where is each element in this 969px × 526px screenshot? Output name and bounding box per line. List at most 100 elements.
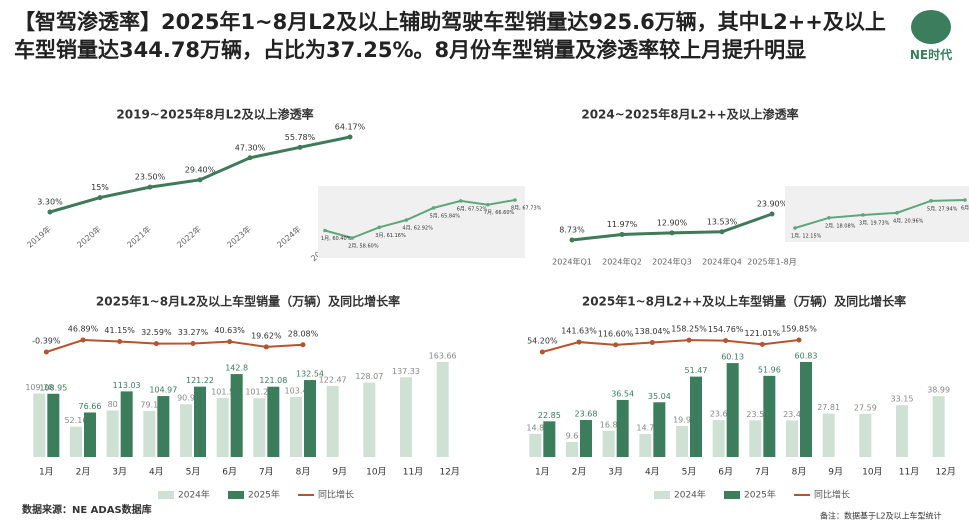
value-label: 7月, 66.60% — [484, 210, 515, 216]
growth-point — [80, 337, 86, 343]
growth-point — [43, 349, 49, 355]
x-tick-label: 10月 — [366, 467, 386, 478]
chart-title: 2025年1~8月L2及以上车型销量（万辆）及同比增长率 — [96, 294, 400, 309]
bar — [639, 434, 652, 457]
x-tick-label: 2024年Q1 — [552, 257, 592, 267]
bar-label: 23.4 — [783, 410, 801, 419]
value-label: 5月, 65.84% — [430, 213, 461, 219]
bar-label: 27.59 — [854, 403, 877, 412]
line — [49, 135, 351, 214]
x-tick-label: 2月 — [572, 467, 587, 478]
logo-text: NE时代 — [909, 48, 953, 62]
legend-swatch — [228, 491, 244, 499]
bar-label: 23.68 — [575, 410, 598, 419]
point — [669, 230, 675, 236]
value-label: 15% — [91, 183, 109, 192]
bar — [290, 396, 302, 457]
value-label: 2月, 58.60% — [348, 244, 379, 250]
point — [827, 216, 831, 220]
bar — [676, 425, 688, 457]
bar-label: 101.22 — [245, 388, 273, 397]
growth-point — [300, 342, 306, 348]
x-tick-label: 2024年Q4 — [702, 257, 742, 267]
growth-point — [686, 337, 692, 343]
x-tick-label: 7月 — [259, 467, 274, 478]
bar-label: 27.81 — [817, 403, 840, 412]
bar-label: 14.7 — [636, 424, 654, 433]
bar-label: 104.97 — [149, 386, 177, 395]
bar — [566, 442, 578, 457]
point — [769, 211, 775, 217]
growth-label: 54.20% — [527, 337, 558, 346]
point — [147, 184, 153, 190]
bar — [602, 430, 615, 457]
bar-label: 38.99 — [927, 386, 950, 395]
value-label: 23.90% — [757, 200, 788, 209]
point — [350, 236, 354, 240]
value-label: 5月, 27.94% — [927, 206, 958, 212]
line — [324, 199, 516, 240]
bar-label: 35.04 — [648, 392, 671, 401]
value-label: 13.53% — [707, 217, 738, 226]
bar-label: 108.95 — [39, 383, 67, 392]
x-tick-label: 2019年 — [25, 224, 53, 250]
value-label: 11.97% — [607, 220, 638, 229]
bar-label: 19.9 — [673, 415, 691, 424]
bar — [800, 362, 812, 457]
growth-label: 41.15% — [104, 326, 135, 335]
value-label: 4月, 62.92% — [402, 226, 433, 232]
point — [247, 155, 253, 161]
value-label: 29.40% — [185, 165, 216, 174]
x-tick-label: 9月 — [332, 467, 347, 478]
x-tick-label: 7月 — [755, 467, 770, 478]
point — [895, 211, 899, 215]
legend-label: 同比增长 — [814, 489, 850, 501]
growth-label: 40.63% — [214, 326, 245, 335]
bar-label: 16.8 — [600, 420, 618, 429]
bar — [822, 413, 835, 457]
headline: 【智驾渗透率】2025年1~8月L2及以上辅助驾驶车型销量达925.6万辆，其中… — [14, 10, 886, 62]
bar-label: 33.15 — [891, 395, 914, 404]
legend-swatch — [654, 491, 670, 499]
growth-label: 154.76% — [708, 325, 744, 334]
value-label: 64.17% — [335, 123, 366, 132]
x-tick-label: 4月 — [645, 467, 660, 478]
bar — [932, 396, 945, 457]
bar-label: 79.1 — [140, 401, 158, 410]
bar — [763, 375, 776, 457]
bar-label: 14.8 — [526, 423, 544, 432]
growth-line — [46, 338, 304, 353]
x-tick-label: 2025年1-8月 — [747, 257, 796, 267]
x-tick-label: 1月 — [39, 467, 54, 478]
x-tick-label: 8月 — [792, 467, 807, 478]
bar — [786, 420, 798, 457]
value-label: 8.73% — [559, 226, 585, 235]
point — [323, 228, 327, 233]
bar — [157, 396, 170, 457]
bar — [106, 410, 119, 457]
bar-label: 163.66 — [429, 352, 457, 361]
bar-label: 76.66 — [79, 402, 102, 411]
value-label: 3月, 61.16% — [375, 233, 406, 239]
legend-label: 2025年 — [744, 489, 776, 501]
value-label: 1月, 60.40% — [321, 236, 352, 242]
bar — [616, 399, 629, 457]
chart-title: 2024~2025年8月L2++及以上渗透率 — [581, 107, 798, 122]
point — [861, 213, 865, 217]
growth-point — [117, 338, 123, 344]
bar-label: 60.13 — [721, 353, 744, 362]
bar — [84, 412, 96, 457]
point — [377, 225, 382, 230]
source: 数据来源：NE ADAS数据库 — [22, 503, 152, 516]
bar-label: 109.38 — [25, 383, 53, 392]
bar — [859, 413, 872, 457]
bar-label: 121.22 — [186, 376, 214, 385]
bar — [690, 376, 702, 457]
bar-label: 113.03 — [113, 381, 141, 390]
legend-swatch — [158, 491, 174, 499]
x-tick-label: 3月 — [112, 467, 127, 478]
x-tick-label: 2024年Q3 — [652, 257, 692, 267]
bar-label: 101.5 — [211, 388, 234, 397]
